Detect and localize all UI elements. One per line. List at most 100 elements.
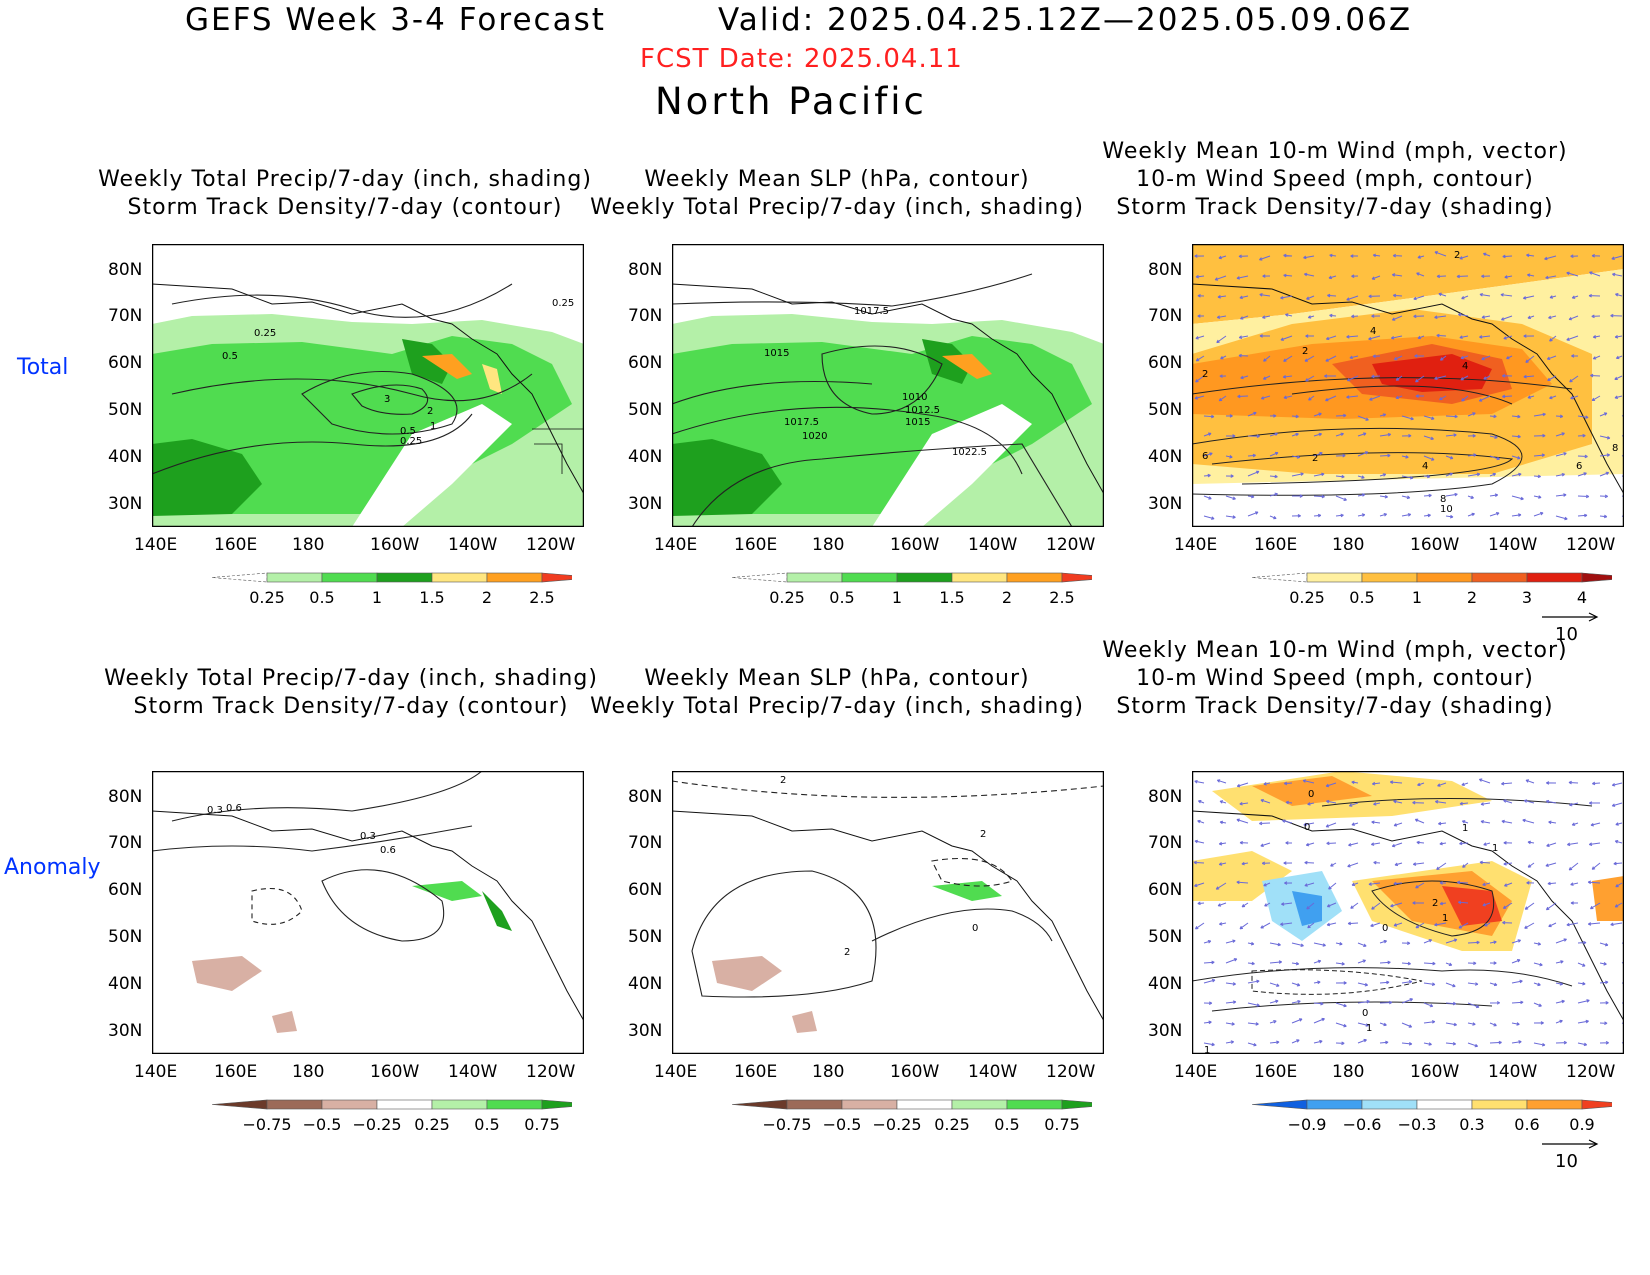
wind-vector [1434,251,1447,257]
lat-tick-label: 70N [628,833,663,853]
lat-tick-label: 40N [628,974,663,994]
wind-vector [1325,355,1337,362]
wind-vector [1393,922,1403,927]
wind-vector [1591,395,1601,402]
wind-vector [1489,940,1497,945]
colorbar-segment [896,1099,953,1110]
wind-vector [1482,882,1491,887]
wind-vector [1533,453,1545,458]
contour-label: 1 [1442,913,1448,924]
wind-vector [1308,395,1315,401]
wind-vector [1291,1039,1300,1044]
colorbar-label: 1 [892,588,902,607]
wind-vector [1482,252,1491,257]
wind-vector [1500,315,1513,321]
colorbar-segment [1306,1099,1363,1110]
wind-vector [1439,841,1447,846]
wind-vector [1511,434,1521,439]
wind-vector [1269,451,1279,457]
wind-vector [1284,881,1293,885]
wind-vector [1371,820,1381,825]
lon-tick-label: 140W [968,1062,1018,1082]
colorbar-label: 2 [1002,588,1012,607]
colorbar-label: −0.25 [872,1115,921,1134]
wind-vector [1467,495,1474,499]
wind-vector [1587,922,1601,926]
lat-tick-label: 70N [108,306,143,326]
colorbar-segment [431,1099,488,1110]
lat-tick-label: 50N [628,400,663,420]
wind-vector [1241,902,1249,908]
colorbar-label: 0.25 [769,588,805,607]
wind-vector [1218,862,1227,866]
wind-vector [1614,839,1623,844]
wind-vector [1423,493,1432,498]
colorbar-label: 0.3 [1459,1115,1484,1134]
wind-vector [1357,493,1366,497]
lat-tick-label: 80N [108,260,143,280]
wind-vector [1198,799,1205,804]
wind-vector [1502,902,1513,909]
wind-vector [1313,451,1323,457]
wind-vector [1611,255,1623,260]
wind-vector [1589,271,1601,277]
wind-vector [1568,780,1579,785]
wind-vector [1373,860,1381,865]
wind-vector [1548,315,1557,320]
lon-tick-label: 180 [292,535,325,555]
wind-vector [1303,822,1315,827]
wind-vector [1527,273,1535,277]
wind-vector [1570,901,1578,905]
wind-vector [1203,960,1215,965]
lat-tick-label: 60N [108,353,143,373]
wind-vector [1291,961,1300,966]
wind-vector [1467,512,1475,517]
wind-vector [1546,781,1557,785]
wind-vector [1283,395,1293,400]
wind-vector [1357,1022,1369,1027]
wind-vector [1269,1040,1280,1045]
colorbar-segment [266,1099,323,1110]
wind-vector [1525,355,1535,363]
wind-vector [1445,514,1454,519]
colorbar-segment [1006,1099,1063,1110]
colorbar-label: 1 [372,588,382,607]
wind-vector [1371,275,1381,280]
colorbar-segment [321,1099,378,1110]
wind-vector [1502,394,1513,399]
wind-vector [1599,412,1608,417]
wind-vector [1460,355,1469,360]
colorbar-label: −0.75 [242,1115,291,1134]
wind-vector [1247,511,1259,517]
wind-vector [1612,272,1623,277]
panel-title-anom-wind: Weekly Mean 10-m Wind (mph, vector) 10-m … [1102,638,1568,719]
contour-label: 1012.5 [905,405,940,416]
wind-vector [1262,315,1271,319]
wind-vector [1335,942,1343,946]
wind-vector [1570,882,1579,886]
lat-tick-label: 80N [108,787,143,807]
wind-vector [1313,959,1322,964]
colorbar-label: 3 [1522,588,1532,607]
wind-vector [1555,1019,1563,1024]
wind-vector [1577,454,1588,459]
contour-label: 0.3 [360,831,376,842]
wind-vector [1467,961,1477,966]
wind-vector [1417,782,1425,787]
lon-tick-label: 140W [448,535,498,555]
wind-vector [1614,335,1623,339]
wind-vector [1285,800,1293,805]
wind-vector [1467,1002,1480,1009]
wind-vector [1379,1022,1387,1027]
wind-vector [1423,513,1431,518]
lon-tick-label: 140W [448,1062,498,1082]
lat-tick-label: 50N [108,400,143,420]
wind-vector [1533,495,1542,499]
lon-tick-label: 160W [1410,1062,1460,1082]
colorbar-label: 0.9 [1569,1115,1594,1134]
wind-vector [1555,472,1565,477]
wind-vector [1591,314,1601,319]
wind-vector [1489,1040,1502,1045]
wind-vector [1313,980,1321,985]
